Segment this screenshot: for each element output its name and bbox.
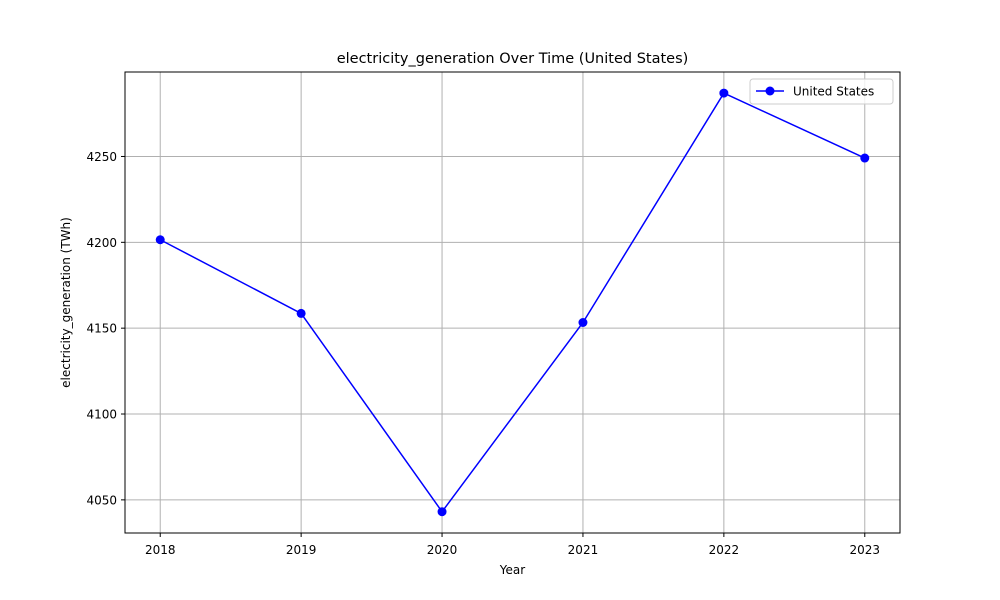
- y-axis-label: electricity_generation (TWh): [59, 217, 73, 388]
- x-axis: 2018 2019 2020 2021 2022 2023: [145, 533, 880, 557]
- x-tick-label: 2021: [568, 543, 599, 557]
- data-point: [578, 318, 588, 328]
- y-tick-label: 4050: [86, 493, 117, 507]
- x-tick-label: 2022: [709, 543, 740, 557]
- series-layer: [155, 88, 870, 517]
- y-tick-label: 4250: [86, 150, 117, 164]
- x-tick-label: 2020: [427, 543, 458, 557]
- y-axis: 4050 4100 4150 4200 4250: [86, 150, 125, 507]
- data-point: [860, 153, 870, 163]
- x-tick-label: 2023: [849, 543, 880, 557]
- data-point: [296, 308, 306, 318]
- grid-lines: [125, 72, 900, 533]
- x-axis-label: Year: [499, 563, 525, 577]
- legend-box: [749, 78, 894, 105]
- legend: United States: [749, 78, 894, 105]
- data-point: [437, 507, 447, 517]
- y-tick-label: 4200: [86, 236, 117, 250]
- y-tick-label: 4100: [86, 408, 117, 422]
- legend-marker: [765, 86, 775, 96]
- x-tick-label: 2018: [145, 543, 176, 557]
- data-point: [719, 88, 729, 98]
- plot-frame: [124, 71, 901, 534]
- chart-title: electricity_generation Over Time (United…: [337, 51, 689, 67]
- series-line: [159, 92, 866, 513]
- y-tick-label: 4150: [86, 322, 117, 336]
- x-tick-label: 2019: [286, 543, 317, 557]
- legend-label: United States: [793, 85, 874, 99]
- data-point: [155, 235, 165, 245]
